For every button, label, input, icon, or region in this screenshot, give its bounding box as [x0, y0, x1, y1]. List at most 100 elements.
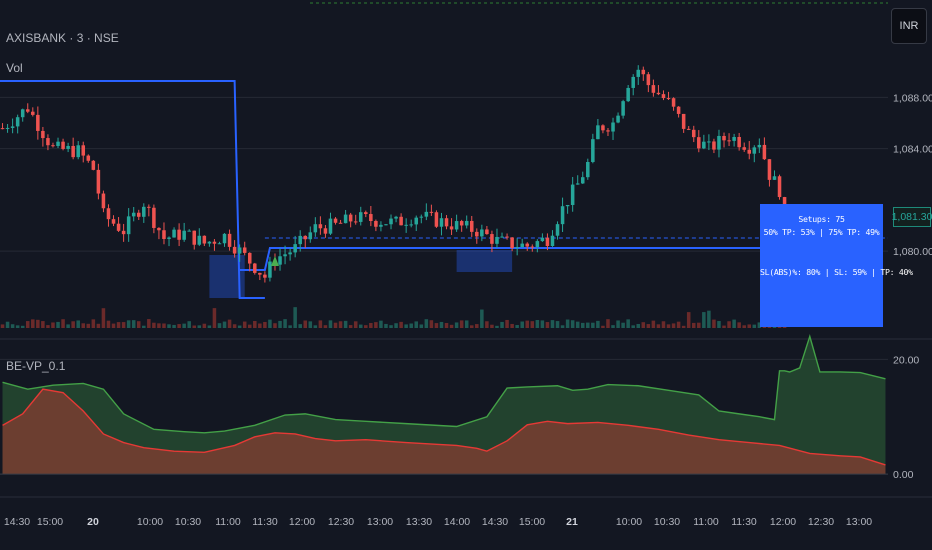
volume-bar — [454, 322, 459, 328]
volume-bar — [591, 322, 595, 328]
candle-body — [540, 237, 545, 242]
candle-body — [691, 129, 696, 138]
candle-body — [25, 109, 30, 112]
candle-body — [454, 221, 459, 230]
candle-body — [338, 222, 343, 224]
candle-body — [71, 145, 75, 158]
volume-bar — [0, 324, 5, 328]
time-axis-label: 10:30 — [654, 516, 680, 528]
candle-body — [56, 141, 60, 146]
volume-bar — [328, 320, 333, 328]
volume-bar — [712, 319, 716, 328]
volume-bar — [46, 325, 50, 328]
volume-bar — [747, 324, 752, 328]
candle-body — [111, 219, 116, 224]
candle-body — [606, 130, 610, 132]
candle-body — [308, 232, 313, 240]
volume-bar — [686, 312, 691, 328]
currency-button[interactable]: INR — [891, 8, 927, 44]
candle-body — [661, 94, 666, 99]
volume-bar — [147, 319, 151, 328]
candle-body — [142, 206, 146, 217]
volume-bar — [535, 320, 540, 328]
volume-bar — [217, 323, 222, 328]
volume-bar — [303, 320, 308, 328]
candle-body — [348, 214, 353, 222]
volume-bar — [697, 322, 701, 328]
indicator-axis-label: 0.00 — [893, 469, 914, 481]
volume-bar — [91, 319, 96, 328]
volume-bar — [480, 309, 484, 328]
candle-body — [192, 230, 197, 245]
volume-bar — [737, 322, 741, 328]
volume-bar — [212, 308, 217, 328]
candle-body — [81, 145, 86, 156]
volume-bar — [469, 325, 474, 328]
candle-body — [601, 125, 605, 131]
candle-body — [575, 183, 580, 185]
volume-bar — [490, 324, 494, 328]
volume-bar — [96, 323, 101, 328]
candle-body — [177, 229, 181, 240]
time-axis-label: 11:30 — [731, 516, 757, 528]
candle-body — [66, 145, 70, 149]
candle-body — [666, 98, 671, 100]
volume-bar — [444, 322, 449, 328]
volume-bar — [343, 320, 348, 328]
candle-body — [525, 243, 530, 247]
volume-bar — [202, 323, 207, 328]
volume-bar — [86, 323, 91, 328]
candle-body — [707, 141, 711, 143]
candle-body — [671, 98, 676, 107]
volume-bar — [525, 320, 530, 328]
candle-body — [565, 204, 570, 207]
candle-body — [530, 246, 535, 248]
volume-bar — [152, 322, 156, 328]
volume-bar — [61, 319, 65, 328]
volume-bar — [757, 322, 762, 328]
volume-bar — [434, 323, 439, 328]
volume-bar — [651, 320, 656, 328]
candle-body — [495, 236, 499, 244]
volume-bar — [242, 321, 247, 328]
candle-body — [485, 229, 489, 235]
candle-body — [737, 136, 741, 148]
volume-bar — [520, 321, 524, 328]
candle-body — [419, 216, 424, 218]
volume-bar — [540, 320, 545, 328]
volume-bar — [560, 325, 565, 328]
candle-body — [126, 216, 131, 235]
volume-bar — [449, 324, 454, 328]
candle-body — [167, 237, 171, 239]
candle-body — [172, 229, 176, 238]
volume-bar — [177, 324, 181, 328]
volume-bar — [439, 321, 444, 328]
volume-bar — [5, 321, 10, 328]
candle-body — [712, 141, 716, 150]
buy-signal-marker — [270, 256, 279, 266]
stats-sl-rates: SL(ABS)%: 80% | SL: 59% | TP: 40% — [760, 267, 913, 277]
candle-body — [439, 218, 444, 227]
volume-bar — [187, 321, 191, 328]
volume-bar — [121, 322, 126, 328]
volume-bar — [162, 323, 166, 328]
time-axis-label: 14:30 — [4, 516, 30, 528]
candle-body — [76, 145, 80, 158]
candle-body — [333, 218, 338, 223]
candle-body — [631, 76, 635, 88]
candle-body — [510, 237, 514, 249]
candle-body — [545, 237, 550, 246]
volume-bar — [409, 323, 413, 328]
candle-body — [187, 230, 191, 232]
volume-bar — [505, 319, 509, 328]
candle-body — [475, 231, 479, 237]
candle-body — [772, 176, 777, 180]
candle-body — [480, 229, 484, 237]
volume-bar — [278, 320, 282, 328]
setup-zone — [456, 250, 513, 272]
candle-body — [676, 106, 681, 114]
candle-body — [520, 243, 524, 248]
candle-body — [247, 252, 252, 264]
